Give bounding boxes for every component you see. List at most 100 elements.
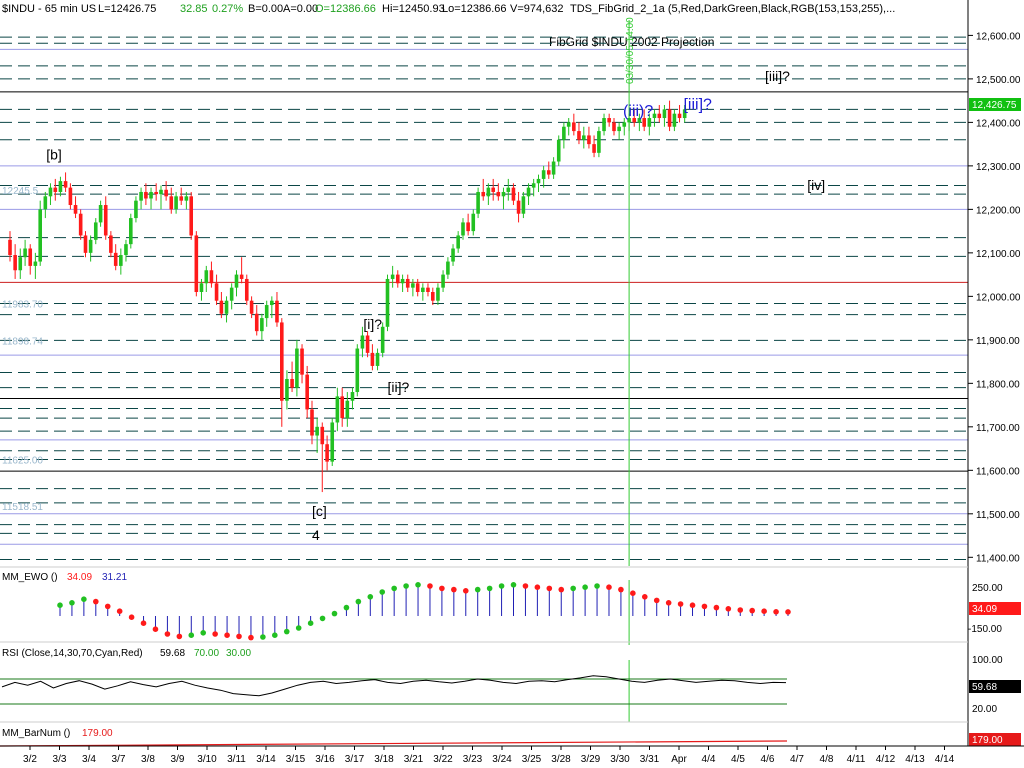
rsi-value: 59.68 [160, 648, 185, 659]
candle-body [622, 122, 627, 127]
ewo-dot [248, 634, 254, 641]
candle-body [496, 191, 501, 197]
candle-body [199, 283, 204, 292]
header-change-pct: 0.27% [212, 3, 243, 15]
candle-body [23, 248, 27, 258]
candle-body [395, 274, 400, 284]
candle-body [174, 196, 178, 210]
header-ask: A=0.00 [283, 3, 318, 15]
time-tick-label: 3/21 [404, 754, 424, 765]
price-axis: 11,400.00 11,500.00 11,600.00 11,700.00 11,8… [968, 31, 1021, 564]
candle-body [194, 235, 199, 292]
candle-body [249, 300, 254, 314]
time-tick-label: 3/28 [551, 754, 571, 765]
candle-body [68, 187, 73, 206]
candle-body [63, 181, 68, 188]
time-tick-label: 3/9 [171, 754, 185, 765]
ewo-dot [307, 620, 314, 626]
header-change: 32.85 [180, 3, 208, 15]
candle-body [320, 426, 325, 445]
candle-body [365, 335, 370, 353]
candle-body [58, 181, 63, 192]
candle-body [486, 187, 491, 197]
price-tick-label: 11,900.00 [976, 336, 1020, 347]
candle-body [637, 118, 642, 123]
candle-body [446, 261, 450, 275]
candle-body [421, 287, 425, 292]
candle-body [647, 118, 652, 127]
candle-body [642, 118, 646, 127]
ewo-dot [69, 600, 75, 606]
candle-body [38, 209, 42, 262]
rsi-axis-high: 100.00 [972, 655, 1003, 666]
ewo-dot [641, 594, 648, 600]
ewo-dot [415, 582, 421, 588]
candle-body [441, 274, 445, 288]
price-tick-label: 11,400.00 [976, 553, 1020, 564]
candle-body [385, 278, 390, 327]
candle-body [556, 139, 561, 162]
candle-body [652, 113, 657, 119]
candle-body [456, 235, 460, 249]
ewo-dot [272, 632, 278, 638]
candle-body [541, 170, 546, 179]
ewo-dot [773, 609, 779, 615]
header-open: O=12386.66 [315, 3, 376, 15]
header-last: L=12426.75 [98, 3, 156, 15]
ewo-dot [570, 585, 576, 592]
candle-body [566, 122, 571, 127]
candle-body [662, 109, 667, 119]
candle-body [98, 205, 103, 223]
time-tick-label: 3/24 [492, 754, 512, 765]
wave-label: [iii]? [683, 96, 712, 113]
ewo-dot [558, 586, 565, 593]
candle-body [400, 278, 405, 284]
candle-body [531, 183, 536, 188]
candle-body [516, 200, 521, 214]
ewo-dot [176, 633, 183, 640]
time-tick-label: 4/5 [731, 754, 745, 765]
candle-body [93, 222, 98, 240]
candle-body [476, 191, 480, 214]
candle-body [28, 248, 33, 266]
fib-level-label: 11983.70 [2, 299, 43, 310]
fib-level-label: 12245.5 [2, 186, 39, 197]
candle-body [219, 300, 224, 314]
candle-body [551, 161, 556, 175]
candle-body [270, 300, 274, 306]
ewo-axis-low: -150.00 [968, 624, 1002, 635]
ewo-dot [367, 594, 374, 600]
ewo-dot [164, 631, 171, 637]
price-tick-label: 12,100.00 [976, 249, 1021, 260]
wave-label: 4 [312, 527, 320, 543]
candle-body [370, 352, 375, 366]
candle-body [8, 239, 12, 256]
candle-body [285, 378, 289, 401]
candle-body [33, 261, 38, 266]
candle-body [239, 274, 244, 279]
rsi-line [1, 675, 787, 697]
ewo-axis-high: 250.00 [972, 583, 1003, 594]
candlesticks [8, 100, 687, 493]
time-tick-label: 3/10 [197, 754, 217, 765]
candle-body [436, 287, 440, 301]
ewo-dot [677, 601, 684, 607]
candle-body [234, 274, 239, 288]
candle-body [602, 118, 606, 132]
time-tick-label: 3/11 [227, 754, 246, 765]
candle-body [264, 305, 269, 319]
candle-body [672, 113, 677, 127]
time-tick-label: 3/3 [53, 754, 67, 765]
rsi-tag [969, 680, 1021, 693]
candle-body [627, 118, 631, 123]
candle-body [295, 348, 299, 388]
time-tick-label: 4/14 [935, 754, 955, 765]
ewo-dot [152, 626, 159, 632]
candle-body [109, 235, 113, 253]
candle-body [466, 222, 470, 232]
ewo-dot [343, 604, 350, 611]
price-tick-label: 12,300.00 [976, 162, 1021, 173]
ewo-dot [331, 610, 338, 617]
time-tick-label: 3/16 [315, 754, 335, 765]
